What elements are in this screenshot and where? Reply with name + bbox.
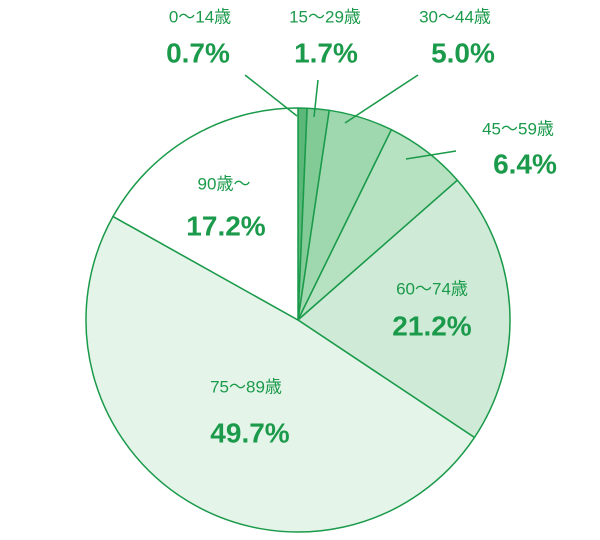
slice-label: 45～59歳 (482, 119, 554, 138)
pie-slice (85, 215, 476, 533)
value-label: 0.7% (166, 37, 230, 68)
leader-line (244, 74, 298, 117)
leader-line (313, 79, 319, 118)
value-label: 6.4% (493, 148, 557, 179)
slice-label: 30～44歳 (419, 7, 491, 26)
value-label: 21.2% (392, 310, 471, 341)
value-label: 17.2% (186, 210, 265, 241)
slice-label: 60～74歳 (396, 279, 468, 298)
leader-line (344, 74, 419, 124)
value-label: 1.7% (294, 37, 358, 68)
slice-label: 0～14歳 (169, 7, 231, 26)
slice-label: 15～29歳 (289, 7, 361, 26)
pie-slice (112, 107, 299, 321)
pie-slice (297, 179, 511, 439)
value-label: 5.0% (431, 37, 495, 68)
slice-label: 75～89歳 (210, 377, 282, 396)
slice-label: 90歳～ (198, 174, 251, 193)
value-label: 49.7% (210, 417, 289, 448)
leader-line (405, 150, 457, 160)
